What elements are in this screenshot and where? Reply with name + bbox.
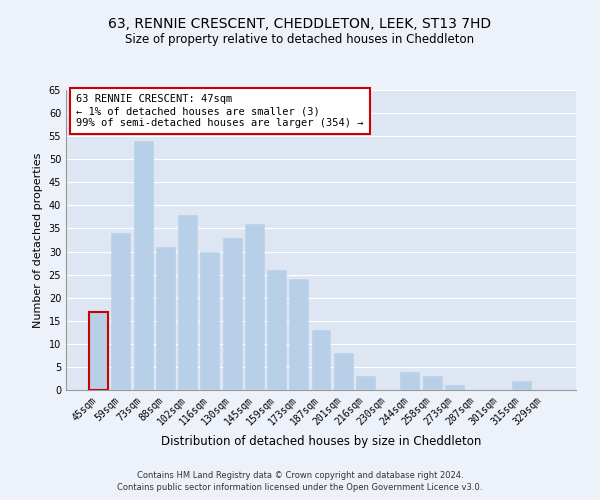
Text: Contains public sector information licensed under the Open Government Licence v3: Contains public sector information licen… <box>118 484 482 492</box>
Bar <box>311 330 331 390</box>
Bar <box>289 279 308 390</box>
Bar <box>156 247 175 390</box>
Bar <box>200 252 219 390</box>
Y-axis label: Number of detached properties: Number of detached properties <box>33 152 43 328</box>
Bar <box>334 353 353 390</box>
Bar <box>400 372 419 390</box>
Bar <box>445 386 464 390</box>
Bar <box>223 238 242 390</box>
Bar <box>245 224 264 390</box>
X-axis label: Distribution of detached houses by size in Cheddleton: Distribution of detached houses by size … <box>161 435 481 448</box>
Text: 63 RENNIE CRESCENT: 47sqm
← 1% of detached houses are smaller (3)
99% of semi-de: 63 RENNIE CRESCENT: 47sqm ← 1% of detach… <box>76 94 364 128</box>
Bar <box>178 214 197 390</box>
Text: 63, RENNIE CRESCENT, CHEDDLETON, LEEK, ST13 7HD: 63, RENNIE CRESCENT, CHEDDLETON, LEEK, S… <box>109 18 491 32</box>
Bar <box>512 381 530 390</box>
Text: Size of property relative to detached houses in Cheddleton: Size of property relative to detached ho… <box>125 32 475 46</box>
Bar <box>112 233 130 390</box>
Bar <box>267 270 286 390</box>
Text: Contains HM Land Registry data © Crown copyright and database right 2024.: Contains HM Land Registry data © Crown c… <box>137 471 463 480</box>
Bar <box>356 376 375 390</box>
Bar <box>89 312 108 390</box>
Bar <box>134 141 152 390</box>
Bar <box>423 376 442 390</box>
